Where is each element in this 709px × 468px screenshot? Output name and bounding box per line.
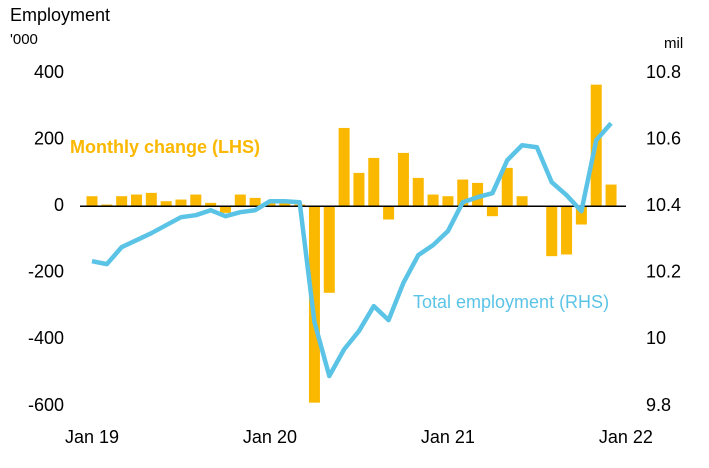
bar — [397, 152, 409, 207]
x-tick-label: Jan 19 — [65, 427, 119, 447]
bar — [101, 204, 113, 207]
series-label: Total employment (RHS) — [413, 292, 609, 312]
bar — [323, 206, 335, 293]
bar — [353, 172, 365, 207]
bar — [516, 196, 528, 207]
y2-tick-label: 10.2 — [646, 262, 681, 282]
y2-tick-label: 10 — [646, 328, 666, 348]
y-tick-label: -200 — [28, 262, 64, 282]
x-tick-label: Jan 20 — [243, 427, 297, 447]
bar — [501, 167, 513, 207]
bar — [486, 206, 498, 217]
bar — [219, 206, 231, 213]
y2-tick-label: 10.4 — [646, 195, 681, 215]
y-tick-label: -400 — [28, 328, 64, 348]
y2-axis-unit: mil — [664, 35, 683, 52]
x-tick-label: Jan 22 — [599, 427, 653, 447]
bar — [561, 206, 573, 255]
bar — [412, 177, 424, 207]
bar — [605, 184, 617, 207]
line — [91, 121, 613, 379]
y-axis-title: Employment — [10, 5, 110, 25]
y-tick-label: 0 — [54, 195, 64, 215]
bar — [145, 192, 157, 207]
bar — [472, 182, 484, 207]
y-tick-label: 200 — [34, 128, 64, 148]
bar — [427, 194, 439, 207]
bar — [249, 197, 261, 207]
bar — [383, 206, 395, 220]
y-tick-label: -600 — [28, 395, 64, 415]
y-axis-unit: '000 — [10, 31, 38, 48]
y-tick-label: 400 — [34, 62, 64, 82]
bar — [368, 157, 380, 207]
x-tick-label: Jan 21 — [421, 427, 475, 447]
y2-tick-label: 10.6 — [646, 128, 681, 148]
bar — [575, 206, 587, 225]
bar — [442, 196, 454, 207]
bar — [205, 202, 217, 207]
bar — [546, 206, 558, 257]
bar — [175, 199, 187, 207]
bar — [130, 194, 142, 207]
bar — [234, 194, 246, 207]
series-label: Monthly change (LHS) — [70, 137, 260, 157]
bar — [86, 196, 98, 207]
y2-tick-label: 9.8 — [646, 395, 671, 415]
bar — [338, 127, 350, 207]
bar — [457, 179, 469, 207]
bar — [160, 201, 172, 207]
y2-tick-label: 10.8 — [646, 62, 681, 82]
bar — [264, 202, 276, 207]
bar — [116, 196, 128, 207]
bar — [190, 194, 202, 207]
